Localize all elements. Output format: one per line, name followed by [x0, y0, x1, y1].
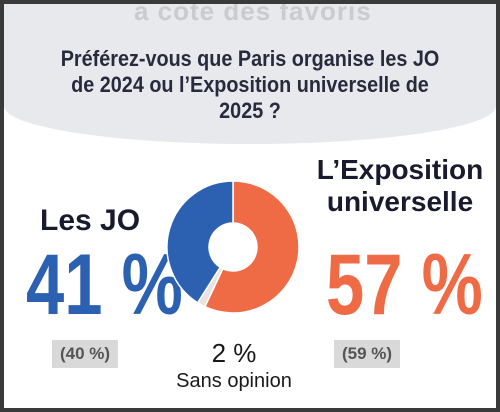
jo-percent: 41 % [26, 237, 183, 333]
jo-previous-value: (40 %) [52, 340, 119, 368]
question-header: a cote des favoris [4, 4, 496, 144]
jo-label: Les JO [40, 204, 141, 237]
background-print-text: a cote des favoris [134, 0, 372, 26]
no-opinion-label: Sans opinion [176, 370, 292, 392]
donut-slice-0 [203, 180, 300, 314]
expo-label: L’Exposition universelle [316, 154, 484, 217]
expo-previous-value: (59 %) [334, 340, 401, 368]
expo-percent: 57 % [326, 237, 483, 333]
no-opinion-percent: 2 % [211, 338, 257, 368]
question-title: Préférez-vous que Paris organise les JO … [60, 46, 440, 123]
donut-slice-2 [166, 180, 234, 304]
donut-chart [166, 180, 300, 314]
